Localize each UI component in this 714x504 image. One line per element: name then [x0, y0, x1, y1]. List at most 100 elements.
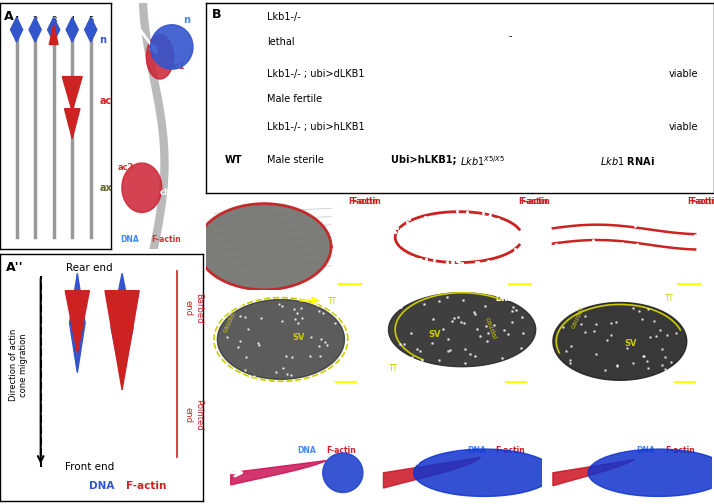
Text: 5: 5: [88, 16, 94, 25]
Text: F-actin: F-actin: [665, 446, 695, 455]
Text: B: B: [212, 8, 221, 21]
Text: F-actin: F-actin: [351, 197, 381, 206]
Text: SV: SV: [428, 330, 441, 339]
Text: DNA: DNA: [326, 294, 345, 303]
Polygon shape: [29, 17, 41, 42]
Text: Ubi>hLKB1;: Ubi>hLKB1;: [391, 155, 460, 164]
Text: DNA: DNA: [506, 392, 524, 401]
Text: E: E: [550, 197, 556, 207]
Text: ac: ac: [100, 96, 112, 106]
Polygon shape: [323, 453, 363, 492]
Text: 4: 4: [69, 16, 75, 25]
Text: F-actin: F-actin: [518, 197, 548, 206]
Text: caudal: caudal: [484, 316, 498, 340]
Text: A': A': [117, 10, 131, 23]
Text: DNA: DNA: [665, 294, 684, 303]
Text: A: A: [4, 10, 14, 23]
Text: DNA: DNA: [496, 294, 514, 303]
Polygon shape: [217, 299, 344, 380]
Polygon shape: [553, 460, 633, 486]
Text: DNA: DNA: [326, 391, 345, 400]
Text: F-actin: F-actin: [126, 481, 166, 491]
Text: DNA: DNA: [675, 392, 694, 401]
Polygon shape: [65, 291, 89, 353]
Polygon shape: [105, 291, 139, 390]
Text: caudal: caudal: [570, 306, 585, 330]
Polygon shape: [64, 109, 80, 138]
Text: DNA: DNA: [665, 294, 684, 303]
Text: Direction of actin
cone migration: Direction of actin cone migration: [9, 329, 28, 401]
Polygon shape: [69, 273, 85, 372]
Text: 2: 2: [33, 16, 38, 25]
Text: DNA: DNA: [326, 197, 345, 206]
Text: J: J: [380, 391, 383, 401]
Polygon shape: [48, 17, 60, 42]
Polygon shape: [85, 17, 97, 42]
Text: Barbed
end: Barbed end: [183, 293, 203, 323]
Text: Lkb1-/- ; ubi>hLKB1: Lkb1-/- ; ubi>hLKB1: [266, 122, 364, 132]
Text: K: K: [550, 391, 557, 401]
Text: F-actin: F-actin: [151, 235, 181, 244]
Text: cb: cb: [160, 188, 171, 197]
Text: F-actin: F-actin: [326, 446, 356, 455]
Text: C: C: [211, 197, 218, 207]
Text: K': K': [550, 446, 560, 456]
Polygon shape: [588, 449, 714, 496]
Text: DNA: DNA: [326, 197, 345, 206]
Text: J': J': [380, 446, 386, 456]
Polygon shape: [388, 293, 536, 367]
Text: DNA: DNA: [496, 391, 514, 400]
Text: TT: TT: [328, 297, 337, 305]
Polygon shape: [62, 77, 82, 111]
Text: lethal: lethal: [266, 37, 294, 47]
Text: F-actin: F-actin: [521, 197, 550, 206]
Polygon shape: [66, 17, 79, 42]
Text: DNA: DNA: [496, 197, 514, 206]
Text: -: -: [509, 31, 513, 41]
Text: DNA: DNA: [89, 481, 114, 491]
Text: DNA: DNA: [496, 294, 514, 303]
Text: $\it{Lkb1}$ RNAi: $\it{Lkb1}$ RNAi: [600, 155, 655, 166]
Text: DNA: DNA: [665, 197, 684, 206]
Polygon shape: [553, 302, 687, 381]
Text: Pointed
end: Pointed end: [183, 399, 203, 430]
Text: SV: SV: [625, 339, 638, 348]
Text: G: G: [380, 294, 388, 304]
Text: F-actin: F-actin: [688, 197, 714, 206]
Text: 3: 3: [51, 16, 56, 25]
Text: Lkb1-/-: Lkb1-/-: [266, 12, 301, 22]
Polygon shape: [151, 25, 193, 69]
Text: Lkb1-/- ; ubi>dLKB1: Lkb1-/- ; ubi>dLKB1: [266, 69, 364, 79]
Text: DNA: DNA: [326, 294, 345, 303]
Text: F: F: [211, 294, 217, 304]
Text: H: H: [550, 294, 558, 304]
Text: Front end: Front end: [65, 462, 114, 472]
Text: n: n: [183, 15, 191, 25]
Text: 1: 1: [14, 16, 19, 25]
Polygon shape: [413, 449, 554, 496]
Text: n: n: [100, 35, 106, 44]
Text: DNA: DNA: [467, 446, 486, 455]
Text: viable: viable: [668, 69, 698, 79]
Text: SV: SV: [293, 333, 305, 342]
Text: A'': A'': [6, 261, 24, 274]
Text: DNA: DNA: [496, 197, 514, 206]
Text: ac2: ac2: [117, 163, 134, 172]
Polygon shape: [11, 17, 23, 42]
Text: Male sterile: Male sterile: [266, 155, 323, 164]
Polygon shape: [197, 204, 331, 290]
Text: DNA: DNA: [120, 235, 139, 244]
Polygon shape: [49, 25, 58, 44]
Text: caudal: caudal: [222, 310, 238, 334]
Text: I': I': [211, 446, 217, 456]
Text: $\it{Lkb1}$$^{X5/X5}$: $\it{Lkb1}$$^{X5/X5}$: [460, 155, 505, 168]
Text: viable: viable: [668, 122, 698, 132]
Text: DNA: DNA: [298, 446, 316, 455]
Text: I: I: [211, 391, 214, 401]
Polygon shape: [383, 458, 480, 488]
Text: ax: ax: [100, 183, 112, 193]
Polygon shape: [231, 461, 326, 485]
Text: Male fertile: Male fertile: [266, 94, 322, 104]
Polygon shape: [111, 273, 133, 383]
Text: F-actin: F-actin: [348, 197, 378, 206]
